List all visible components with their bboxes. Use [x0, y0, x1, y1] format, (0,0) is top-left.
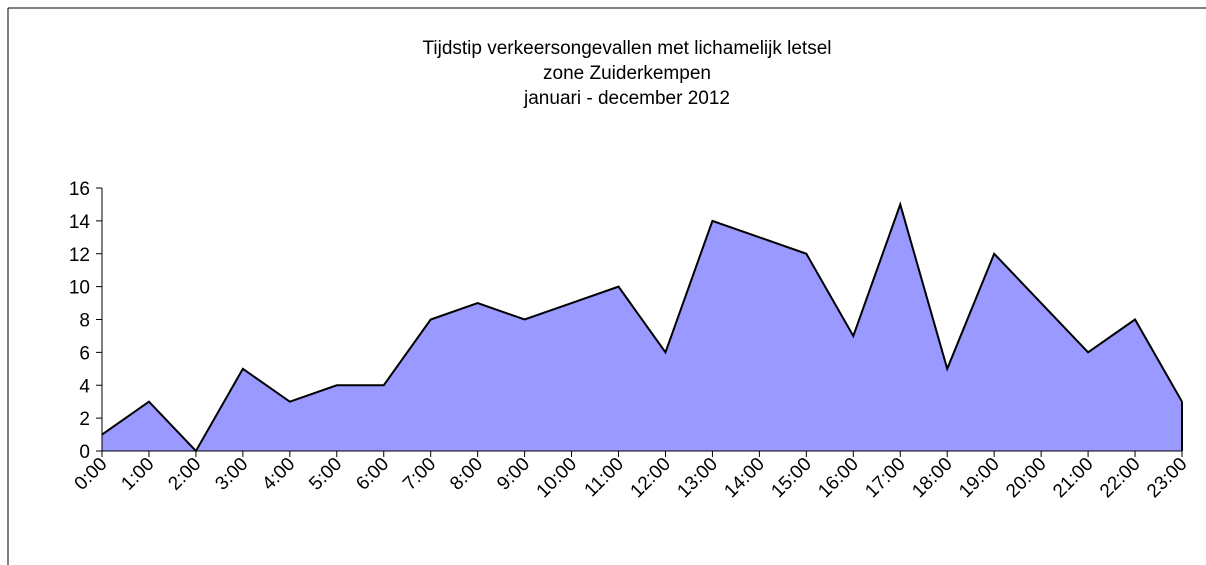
x-tick-label: 5:00 — [305, 454, 346, 495]
x-tick-label: 9:00 — [493, 454, 534, 495]
x-tick-label: 7:00 — [399, 454, 440, 495]
y-tick-label: 16 — [69, 179, 90, 200]
x-tick-label: 17:00 — [861, 454, 909, 502]
x-tick-label: 10:00 — [533, 454, 581, 502]
line — [101, 201, 1183, 453]
x-tick-label: 0:00 — [71, 454, 112, 495]
y-tick-label: 12 — [69, 245, 90, 266]
chart-title: zone Zuiderkempen — [543, 63, 711, 84]
chart-title: Tijdstip verkeersongevallen met lichamel… — [422, 38, 831, 59]
x-tick-label: 22:00 — [1096, 454, 1144, 502]
x-tick-label: 20:00 — [1002, 454, 1050, 502]
x-tick-label: 21:00 — [1049, 454, 1097, 502]
x-tick-label: 12:00 — [627, 454, 675, 502]
y-tick-label: 14 — [69, 212, 91, 233]
x-tick-label: 23:00 — [1143, 454, 1191, 502]
y-tick-label: 2 — [79, 409, 90, 430]
y-tick-label: 6 — [79, 343, 90, 364]
y-tick-label: 4 — [79, 376, 90, 397]
y-tick-label: 10 — [69, 278, 90, 299]
x-tick-label: 14:00 — [720, 454, 768, 502]
x-tick-label: 19:00 — [955, 454, 1003, 502]
y-tick-label: 8 — [79, 311, 90, 332]
x-tick-label: 15:00 — [767, 454, 815, 502]
y-tick-label: 0 — [79, 442, 90, 463]
x-tick-label: 2:00 — [164, 454, 205, 495]
chart-title: januari - december 2012 — [523, 88, 730, 109]
x-tick-label: 11:00 — [581, 454, 628, 501]
x-tick-label: 16:00 — [814, 454, 862, 502]
x-tick-label: 6:00 — [352, 454, 393, 495]
area — [102, 204, 1182, 451]
x-tick-label: 1:00 — [117, 454, 158, 495]
x-tick-label: 8:00 — [446, 454, 487, 495]
x-tick-label: 3:00 — [211, 454, 252, 495]
x-tick-label: 18:00 — [908, 454, 956, 502]
x-tick-label: 4:00 — [258, 454, 299, 495]
x-tick-label: 13:00 — [674, 454, 722, 502]
